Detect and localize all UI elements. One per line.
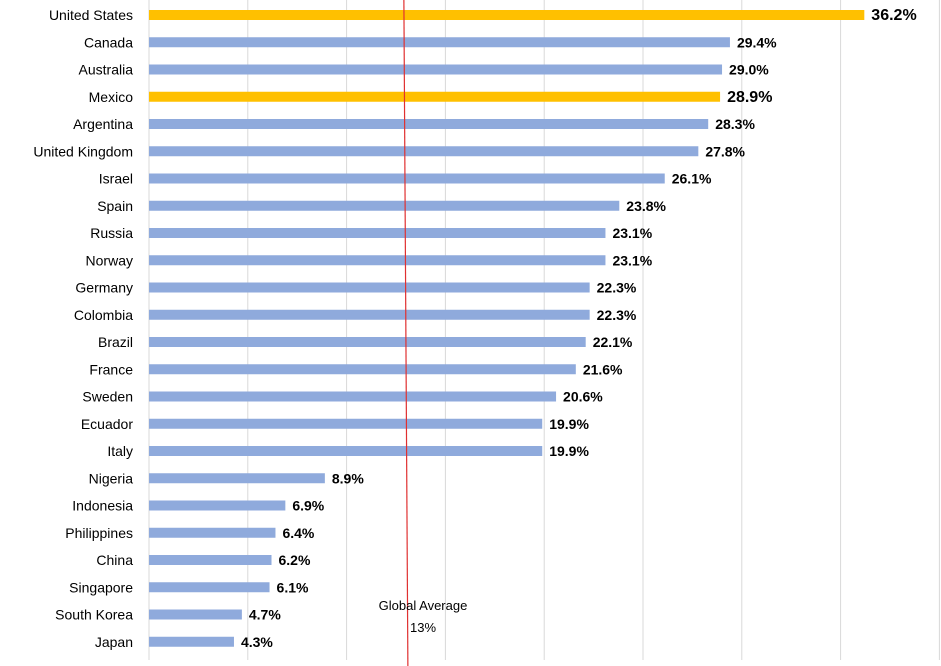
bar-philippines (149, 527, 276, 538)
value-label: 4.3% (241, 634, 273, 650)
bar-japan (149, 636, 234, 647)
bar-nigeria (149, 473, 325, 484)
bar-south-korea (149, 609, 242, 620)
category-labels: United States Canada Australia Mexico Argent… (33, 7, 133, 650)
value-label: 23.8% (626, 198, 666, 214)
bar-ecuador (149, 418, 543, 429)
category-label: Australia (79, 62, 134, 78)
bars (149, 10, 865, 647)
global-average-value: 13% (410, 620, 436, 635)
category-label: Colombia (74, 307, 133, 323)
value-labels: 36.2% 29.4% 29.0% 28.9% 28.3% 27.8% 26.1% 23.8%… (241, 7, 917, 650)
value-label: 8.9% (332, 470, 364, 486)
value-label: 19.9% (549, 443, 589, 459)
category-label: France (89, 361, 133, 377)
bar-canada (149, 37, 730, 48)
value-label: 36.2% (871, 7, 916, 24)
category-label: Canada (84, 34, 133, 50)
category-label: United States (49, 7, 133, 23)
bar-colombia (149, 309, 590, 320)
category-label: Israel (99, 171, 133, 187)
category-label: Indonesia (72, 498, 133, 514)
bar-mexico (149, 91, 721, 102)
category-label: Singapore (69, 579, 133, 595)
bar-russia (149, 228, 606, 238)
category-label: Nigeria (89, 470, 134, 486)
value-label: 29.0% (729, 62, 769, 78)
bar-singapore (149, 582, 270, 593)
bar-brazil (149, 337, 586, 347)
bar-israel (149, 173, 665, 184)
global-average-line (403, 0, 409, 666)
value-label: 22.3% (597, 280, 637, 296)
value-label: 28.9% (727, 89, 772, 106)
category-label: Ecuador (81, 416, 133, 432)
category-label: Philippines (65, 525, 133, 541)
value-label: 26.1% (672, 171, 712, 187)
category-label: Mexico (89, 89, 134, 105)
bar-france (149, 364, 576, 375)
value-label: 28.3% (715, 116, 755, 132)
category-label: Germany (75, 280, 133, 296)
value-label: 4.7% (249, 607, 281, 623)
bar-china (149, 555, 272, 565)
bar-united-states (149, 10, 865, 20)
category-label: Russia (90, 225, 133, 241)
category-label: Sweden (82, 389, 133, 405)
value-label: 20.6% (563, 389, 603, 405)
category-label: South Korea (55, 607, 133, 623)
value-label: 27.8% (705, 143, 745, 159)
category-label: Spain (97, 198, 133, 214)
global-average-label: Global Average (379, 598, 468, 613)
value-label: 6.2% (279, 552, 311, 568)
category-label: United Kingdom (33, 143, 133, 159)
value-label: 22.1% (593, 334, 633, 350)
bar-australia (149, 64, 723, 75)
value-label: 6.1% (277, 579, 309, 595)
gridlines (148, 0, 940, 660)
value-label: 23.1% (612, 225, 652, 241)
value-label: 22.3% (597, 307, 637, 323)
bar-norway (149, 255, 606, 266)
value-label: 21.6% (583, 361, 623, 377)
category-label: Norway (86, 252, 133, 268)
bar-germany (149, 282, 590, 293)
bar-united-kingdom (149, 146, 699, 157)
category-label: China (96, 552, 133, 568)
value-label: 6.4% (282, 525, 314, 541)
value-label: 19.9% (549, 416, 589, 432)
category-label: Brazil (98, 334, 133, 350)
category-label: Italy (107, 443, 133, 459)
bar-indonesia (149, 500, 286, 511)
bar-italy (149, 446, 543, 456)
bar-argentina (149, 119, 709, 129)
value-label: 6.9% (292, 498, 324, 514)
value-label: 23.1% (612, 252, 652, 268)
category-label: Argentina (73, 116, 133, 132)
category-label: Japan (95, 634, 133, 650)
value-label: 29.4% (737, 34, 777, 50)
bar-sweden (149, 391, 557, 402)
bar-spain (149, 200, 620, 211)
